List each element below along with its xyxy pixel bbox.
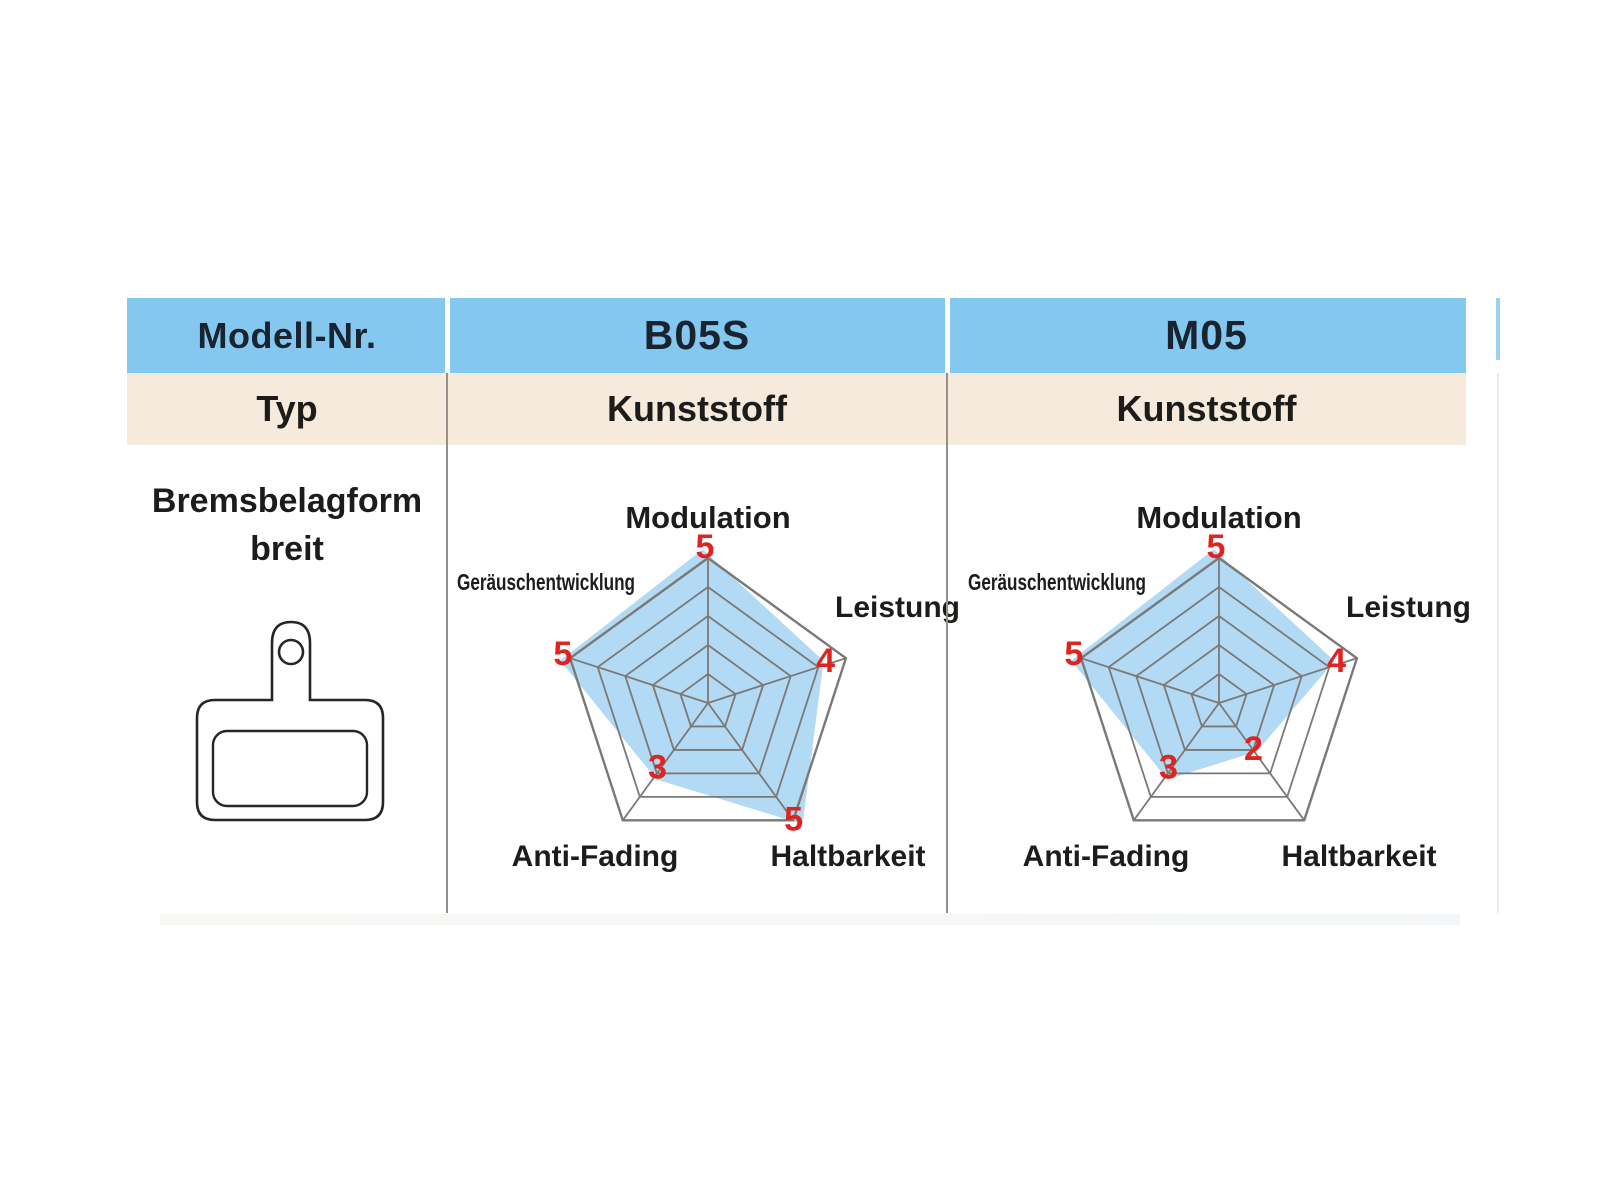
model-nr-label: Modell-Nr. [197,314,377,356]
radar-ring [1107,585,1331,798]
header-row: Modell-Nr. B05S M05 [127,298,1466,373]
radar-ring [679,672,737,728]
model-b05s-title: B05S [643,312,751,358]
axis-label-m05-haltbarkeit: Haltbarkeit [1281,840,1436,873]
brake-pad-shape-label: Bremsbelagform breit [127,477,447,573]
photo-edge-artifact [160,914,1460,925]
value-label-b05s-leistung: 4 [816,642,835,680]
radar-ring [1162,643,1276,751]
value-label-m05-modulation: 5 [1207,528,1226,566]
radar-spoke [622,702,709,821]
axis-label-b05s-modulation: Modulation [625,500,790,535]
value-label-m05-haltbarkeit: 2 [1244,730,1263,768]
axis-label-b05s-leistung: Leistung [835,591,960,624]
spec-table: Modell-Nr. B05S M05 Typ Kunststoff Kunst… [127,298,1471,913]
brake-pad-inner-outline [211,729,369,808]
axis-label-b05s-anti-fading: Anti-Fading [512,840,679,873]
value-label-b05s-modulation: 5 [696,528,715,566]
value-label-b05s-haltbarkeit: 5 [784,800,803,838]
radar-spoke [569,657,709,704]
value-label-m05-anti-fading: 3 [1159,748,1178,786]
cropped-next-column-sliver [1496,298,1500,360]
type-cell-m05: Kunststoff [947,373,1466,445]
radar-ring [1135,614,1303,775]
shape-label-line1: Bremsbelagform [151,482,423,520]
value-label-m05-leistung: 4 [1327,642,1346,680]
radar-spoke [1133,702,1220,821]
value-label-b05s-geräuschentwicklung: 5 [553,635,572,673]
column-divider [945,298,950,373]
axis-label-m05-anti-fading: Anti-Fading [1023,840,1190,873]
radar-ring [568,556,848,822]
header-cell-b05s: B05S [447,298,947,373]
cropped-next-column-edge [1497,373,1499,913]
axis-label-b05s-geräuschentwicklung: Geräuschentwicklung [457,569,635,595]
header-cell-model-nr: Modell-Nr. [127,298,447,373]
axis-label-m05-geräuschentwicklung: Geräuschentwicklung [968,569,1146,595]
radar-ring [1079,556,1359,822]
type-cell-label: Typ [127,373,447,445]
column-divider [946,445,948,913]
column-divider [445,298,450,373]
value-label-b05s-anti-fading: 3 [648,748,667,786]
radar-fill-m05 [1071,549,1335,780]
brake-pad-outer-outline [195,620,385,822]
radar-spoke [1080,657,1220,704]
type-cell-b05s: Kunststoff [447,373,947,445]
axis-label-m05-leistung: Leistung [1346,591,1471,624]
type-value-m05: Kunststoff [1116,388,1297,429]
radar-chart-b05s: 54535ModulationLeistungHaltbarkeitAnti-F… [457,500,960,873]
header-cell-m05: M05 [947,298,1466,373]
radar-ring [624,614,792,775]
radar-spoke [707,702,794,821]
type-value-b05s: Kunststoff [607,388,787,429]
radar-chart-m05: 54235ModulationLeistungHaltbarkeitAnti-F… [968,500,1471,873]
type-row: Typ Kunststoff Kunststoff [127,373,1466,445]
column-divider [946,373,948,445]
column-divider [446,373,448,445]
radar-spoke [1218,657,1358,704]
radar-ring [651,643,765,751]
shape-and-charts-row: Bremsbelagform breit 5 4 5 3 5 Modulation Leis… [127,445,1471,913]
model-m05-title: M05 [1165,312,1248,358]
radar-spoke [1218,702,1305,821]
axis-label-m05-modulation: Modulation [1136,500,1301,535]
column-divider [446,445,448,913]
radar-spoke [707,657,847,704]
value-label-m05-geräuschentwicklung: 5 [1064,635,1083,673]
shape-label-line2: breit [250,530,324,568]
brake-pad-outline-icon [195,620,385,822]
typ-label: Typ [256,388,318,429]
radar-ring [596,585,820,798]
brake-pad-mount-hole [277,638,305,666]
axis-label-b05s-haltbarkeit: Haltbarkeit [770,840,925,873]
radar-ring [1190,672,1248,728]
